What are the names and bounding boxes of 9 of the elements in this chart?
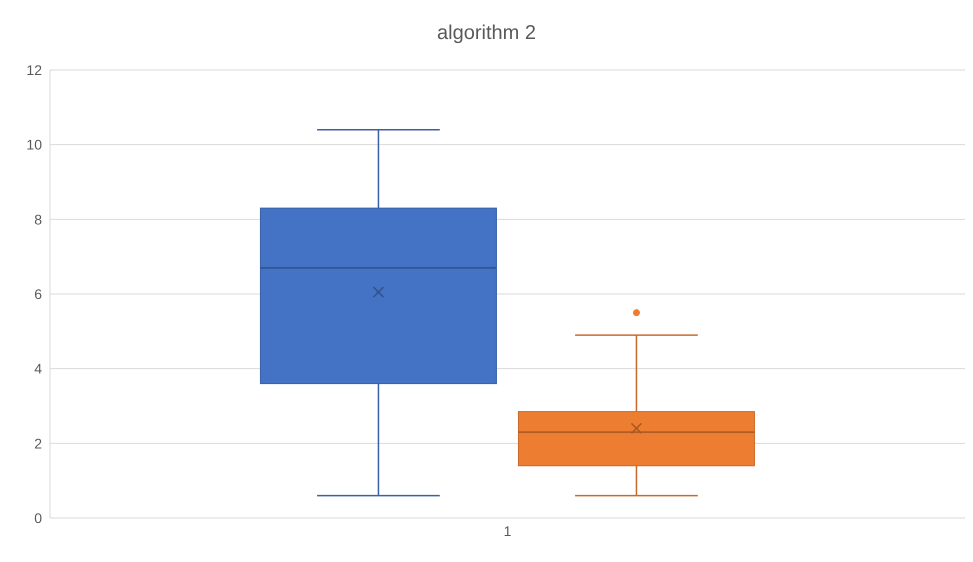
y-tick-label: 10 [26,136,42,153]
y-tick-label: 4 [34,360,42,377]
y-tick-label: 6 [34,286,42,302]
chart-title: algorithm 2 [436,21,537,46]
y-tick-label: 12 [26,62,42,78]
y-tick-label: 8 [34,211,42,228]
y-tick-label: 2 [34,435,42,452]
x-tick-label: 1 [504,522,512,539]
y-tick-label: 0 [34,510,42,526]
